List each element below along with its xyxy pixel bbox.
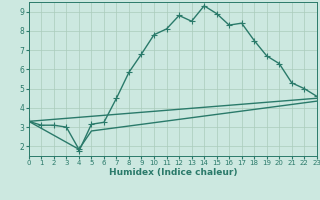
X-axis label: Humidex (Indice chaleur): Humidex (Indice chaleur) [108, 168, 237, 177]
